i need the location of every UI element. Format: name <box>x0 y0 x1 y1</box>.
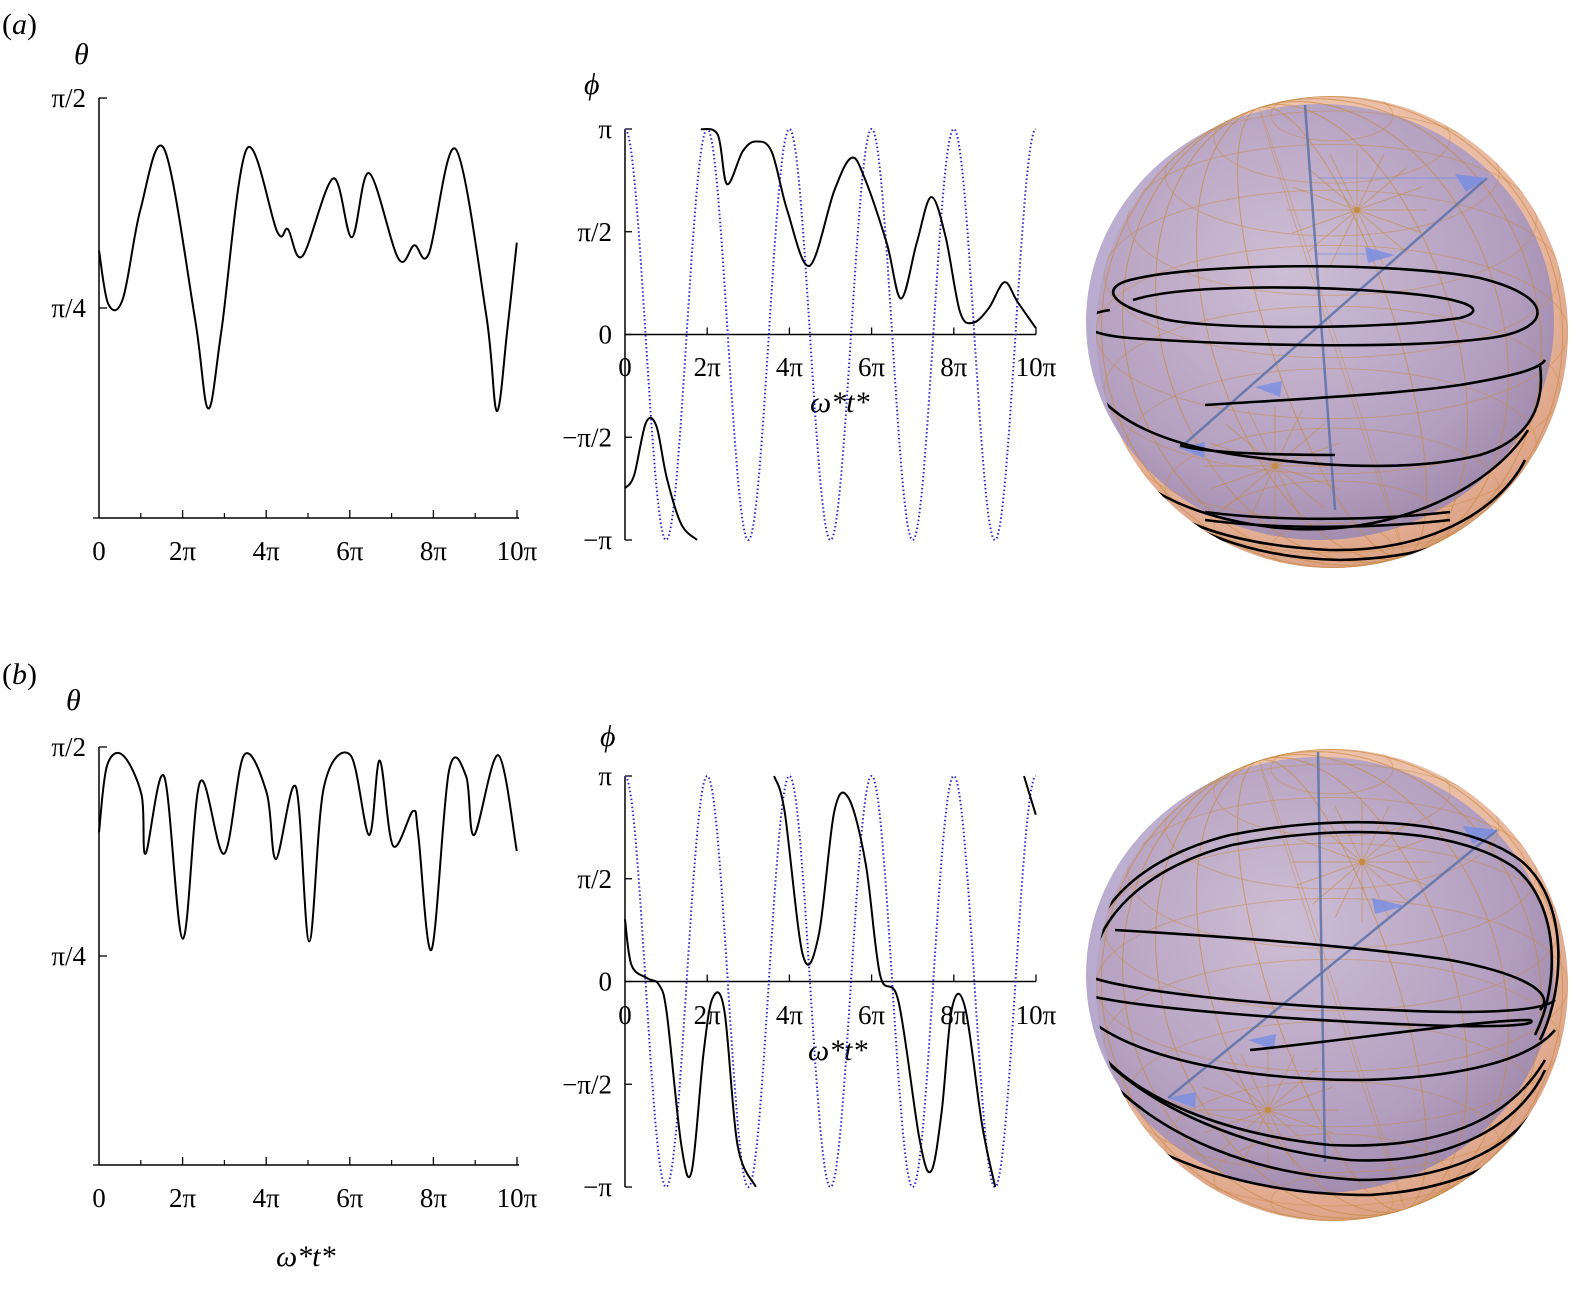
dotted-reference-series <box>624 774 1037 1189</box>
x-axis-title: ω*t* <box>808 1034 868 1067</box>
panel-b-letter: b <box>12 658 27 691</box>
arrow-icon <box>1168 1092 1196 1108</box>
y-tick-label: π/2 <box>51 83 86 113</box>
x-tick-label: 8π <box>940 352 968 382</box>
x-tick-label: 10π <box>497 536 538 566</box>
y-tick-label: −π <box>583 525 612 555</box>
y-tick-label: −π/2 <box>562 422 612 452</box>
phi-axis-title: ϕ <box>584 68 600 101</box>
sphere-axes <box>1167 751 1498 1163</box>
y-tick-label: π/2 <box>577 864 612 894</box>
x-axis-title: ω*t* <box>276 1240 336 1273</box>
theta-series-line <box>98 751 518 951</box>
x-tick-label: 10π <box>1016 1000 1057 1030</box>
x-tick-label: 4π <box>776 1000 804 1030</box>
panel-b: (b) θ ω*t* 0 2π 4π 6π 8π 10π π/4 π/2 ϕ ω*t* 0 2π… <box>2 658 1568 1273</box>
panel-a-label: (a) <box>2 8 37 41</box>
y-tick-label: π/4 <box>51 293 86 323</box>
x-tick-label: 2π <box>169 1183 197 1213</box>
dotted-reference-series <box>624 127 1037 542</box>
y-tick-label: 0 <box>599 320 613 350</box>
sphere-grid <box>1096 96 1568 568</box>
x-tick-label: 6π <box>858 352 886 382</box>
phi-plot-b: ϕ ω*t* 0 2π 4π 6π 8π 10π−π−π/20π/2π <box>562 720 1057 1202</box>
arrow-icon <box>1463 826 1497 844</box>
theta-axis-title: θ <box>66 684 81 717</box>
arrow-icon <box>1180 442 1205 458</box>
phi-series-line <box>624 919 757 1188</box>
arrow-icon <box>1255 381 1282 397</box>
phi-plot-a: ϕ ω*t* 0 2π 4π 6π 8π 10π −π −π/2 0 π/2 π <box>562 68 1057 555</box>
y-tick-label: −π/2 <box>562 1069 612 1099</box>
x-tick-label: 6π <box>336 536 364 566</box>
y-tick-label: 0 <box>599 967 613 997</box>
y-tick-label: −π <box>583 1172 612 1202</box>
arrow-icon <box>1455 174 1487 192</box>
x-tick-label: 2π <box>694 352 722 382</box>
x-tick-label: 10π <box>1016 352 1057 382</box>
y-tick-label: π/2 <box>51 732 86 762</box>
x-tick-label: 8π <box>420 1183 448 1213</box>
phi-axis-title: ϕ <box>600 720 616 753</box>
phi-series-line <box>773 775 997 1188</box>
y-tick-label: π <box>598 114 612 144</box>
x-tick-label: 4π <box>253 536 281 566</box>
trajectory-curve <box>1096 820 1560 1197</box>
arrow-icon <box>1365 247 1395 263</box>
panel-b-label: (b) <box>2 658 37 691</box>
x-tick-label: 6π <box>336 1183 364 1213</box>
y-tick-label: π/4 <box>51 941 86 971</box>
theta-axis-title: θ <box>74 38 89 71</box>
x-tick-label: 4π <box>776 352 804 382</box>
arrow-icon <box>1248 1034 1276 1050</box>
theta-plot-b: θ ω*t* 0 2π 4π 6π 8π 10π π/4 π/2 <box>51 684 537 1273</box>
x-tick-label: 0 <box>618 352 632 382</box>
panel-a: (a) θ 0 2π 4π 6π 8π 10π π/4 π/2 ϕ ω*t* 0 2π 4π 6π 8… <box>2 8 1568 568</box>
x-tick-label: 10π <box>497 1183 538 1213</box>
phi-series-line <box>624 416 698 541</box>
x-tick-label: 6π <box>858 1000 886 1030</box>
x-tick-label: 0 <box>92 536 106 566</box>
bloch-sphere-trajectory-icon <box>1086 749 1568 1221</box>
x-tick-label: 2π <box>169 536 197 566</box>
x-tick-label: 8π <box>420 536 448 566</box>
x-tick-label: 8π <box>940 1000 968 1030</box>
x-tick-label: 4π <box>253 1183 281 1213</box>
theta-series-line <box>98 144 518 413</box>
y-tick-label: π/2 <box>577 217 612 247</box>
panel-a-letter: a <box>12 8 27 41</box>
phi-series-line <box>1023 775 1037 815</box>
theta-plot-a: θ 0 2π 4π 6π 8π 10π π/4 π/2 <box>51 38 537 566</box>
bloch-sphere-trajectory-icon <box>1086 96 1568 568</box>
x-tick-label: 0 <box>92 1183 106 1213</box>
arrow-icon <box>1372 898 1405 914</box>
y-tick-label: π <box>598 761 612 791</box>
x-axis-title: ω*t* <box>810 386 870 419</box>
phi-series-line <box>700 127 1037 329</box>
x-tick-label: 0 <box>618 1000 632 1030</box>
